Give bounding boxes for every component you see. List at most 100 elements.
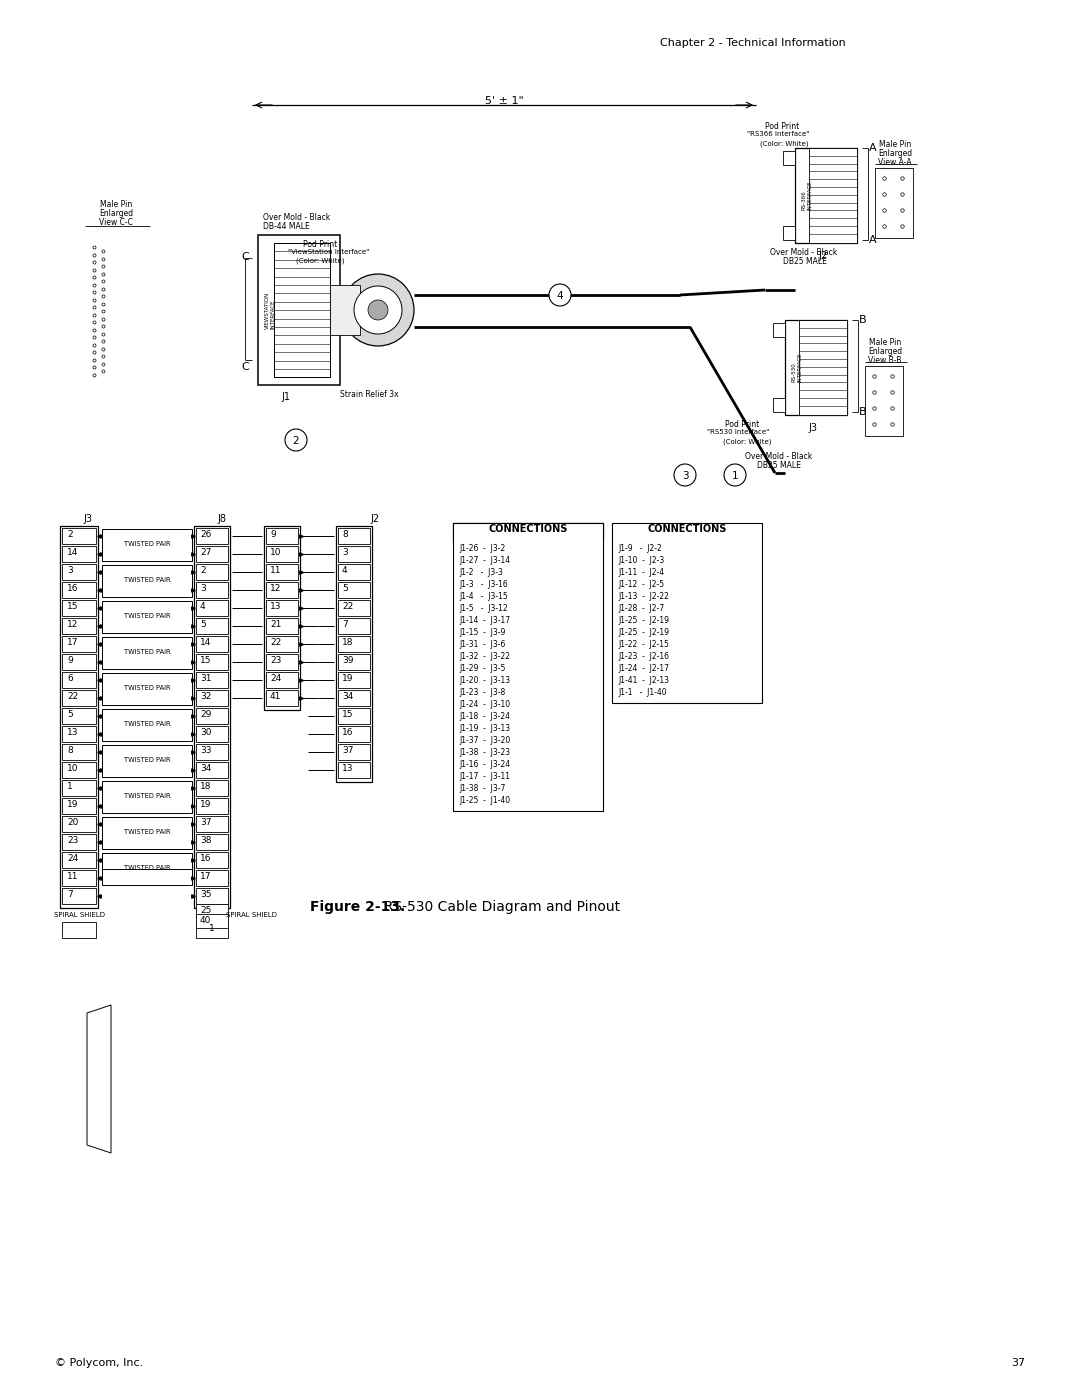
- Bar: [102, 781, 192, 813]
- Bar: [62, 582, 96, 598]
- Text: 29: 29: [200, 711, 212, 719]
- Bar: [338, 690, 370, 706]
- Bar: [62, 564, 96, 580]
- Text: 6: 6: [67, 675, 72, 683]
- Text: B: B: [859, 407, 866, 416]
- Bar: [336, 526, 372, 781]
- Bar: [102, 565, 192, 597]
- Text: Male Pin: Male Pin: [99, 200, 132, 210]
- Circle shape: [549, 285, 571, 305]
- Text: 1: 1: [731, 471, 739, 482]
- Text: TWISTED PAIR: TWISTED PAIR: [124, 865, 171, 872]
- Text: Over Mold - Black: Over Mold - Black: [770, 248, 837, 257]
- Text: 14: 14: [200, 638, 212, 647]
- Bar: [453, 523, 603, 539]
- Bar: [102, 818, 192, 849]
- Text: 11: 11: [270, 566, 282, 575]
- Bar: [195, 582, 228, 598]
- Bar: [195, 922, 228, 938]
- Text: Pod Print: Pod Print: [725, 421, 759, 429]
- Text: 2: 2: [67, 530, 72, 539]
- Text: J1-29  -  J3-5: J1-29 - J3-5: [459, 663, 505, 673]
- Text: J1-9   -  J2-2: J1-9 - J2-2: [618, 544, 662, 552]
- Text: 23: 23: [270, 657, 282, 665]
- Bar: [338, 762, 370, 779]
- Text: Enlarged: Enlarged: [878, 149, 913, 158]
- Text: 2: 2: [293, 436, 299, 446]
- Bar: [195, 780, 228, 795]
- Text: J2: J2: [370, 514, 379, 525]
- Text: J3: J3: [83, 514, 93, 525]
- Text: 16: 16: [200, 854, 212, 863]
- Text: Chapter 2 - Technical Information: Chapter 2 - Technical Information: [660, 37, 846, 49]
- Circle shape: [354, 286, 402, 335]
- Bar: [195, 852, 228, 868]
- Bar: [102, 601, 192, 633]
- Text: 24: 24: [270, 675, 281, 683]
- Text: 33: 33: [200, 745, 212, 755]
- Text: View A-A: View A-A: [878, 158, 912, 167]
- Bar: [785, 321, 847, 415]
- Bar: [338, 672, 370, 688]
- Text: J1-5   -  J3-12: J1-5 - J3-12: [459, 604, 508, 613]
- Circle shape: [674, 464, 696, 486]
- Text: 32: 32: [200, 693, 212, 701]
- Text: C: C: [241, 253, 248, 262]
- Bar: [338, 527, 370, 544]
- Text: Enlarged: Enlarged: [99, 210, 133, 218]
- Bar: [195, 690, 228, 706]
- Text: J1-16  -  J3-24: J1-16 - J3-24: [459, 761, 510, 769]
- Text: "ViewStation Interface": "ViewStation Interface": [288, 248, 369, 255]
- Text: 4: 4: [342, 566, 348, 575]
- Text: 8: 8: [67, 745, 72, 755]
- Bar: [195, 816, 228, 831]
- Text: J1-38  -  J3-23: J1-38 - J3-23: [459, 748, 510, 756]
- Text: 34: 34: [200, 763, 212, 773]
- Bar: [62, 636, 96, 652]
- Bar: [338, 708, 370, 725]
- Bar: [62, 744, 96, 761]
- Text: Figure 2-13.: Figure 2-13.: [310, 899, 405, 915]
- Text: J1-38  -  J3-7: J1-38 - J3-7: [459, 784, 505, 793]
- Bar: [62, 545, 96, 562]
- Bar: [338, 744, 370, 761]
- Bar: [338, 726, 370, 743]
- Bar: [195, 744, 228, 761]
- Text: J1-26  -  J3-2: J1-26 - J3-2: [459, 544, 505, 552]
- Text: J1-13  -  J2-22: J1-13 - J2-22: [618, 593, 669, 601]
- Text: 17: 17: [200, 872, 212, 881]
- Bar: [62, 672, 96, 688]
- Text: 9: 9: [270, 530, 275, 539]
- Text: J1: J1: [282, 391, 291, 403]
- Text: J1-31  -  J3-6: J1-31 - J3-6: [459, 640, 505, 650]
- Text: J1-19  -  J3-13: J1-19 - J3-13: [459, 725, 510, 733]
- Text: J2: J2: [819, 251, 827, 261]
- Text: 5: 5: [342, 584, 348, 593]
- Text: J1-28  -  J2-7: J1-28 - J2-7: [618, 604, 664, 613]
- Text: View C-C: View C-C: [99, 218, 133, 228]
- Text: "RS366 Interface": "RS366 Interface": [747, 130, 809, 137]
- Text: RS-530 Cable Diagram and Pinout: RS-530 Cable Diagram and Pinout: [375, 899, 620, 915]
- Bar: [266, 600, 298, 616]
- Bar: [194, 526, 230, 908]
- Text: J1-23  -  J3-8: J1-23 - J3-8: [459, 688, 505, 697]
- Text: VIEWSTATION
INTERFACE: VIEWSTATION INTERFACE: [265, 291, 275, 329]
- Bar: [266, 545, 298, 562]
- Polygon shape: [87, 1005, 111, 1153]
- Text: 30: 30: [200, 727, 212, 737]
- Text: 15: 15: [200, 657, 212, 665]
- Text: 7: 7: [342, 620, 348, 629]
- Text: 22: 22: [342, 602, 353, 611]
- Text: Strain Relief 3x: Strain Relief 3x: [340, 390, 399, 398]
- Bar: [338, 654, 370, 670]
- Bar: [773, 323, 785, 337]
- Text: 19: 19: [67, 799, 79, 809]
- Text: SPIRAL SHIELD: SPIRAL SHIELD: [227, 912, 278, 917]
- Text: 31: 31: [200, 675, 212, 683]
- Text: 19: 19: [200, 799, 212, 809]
- Text: CONNECTIONS: CONNECTIONS: [647, 525, 727, 534]
- Text: J1-14  -  J3-17: J1-14 - J3-17: [459, 616, 510, 625]
- Text: J1-2   -  J3-3: J1-2 - J3-3: [459, 568, 503, 577]
- Text: 12: 12: [270, 584, 282, 593]
- Bar: [338, 545, 370, 562]
